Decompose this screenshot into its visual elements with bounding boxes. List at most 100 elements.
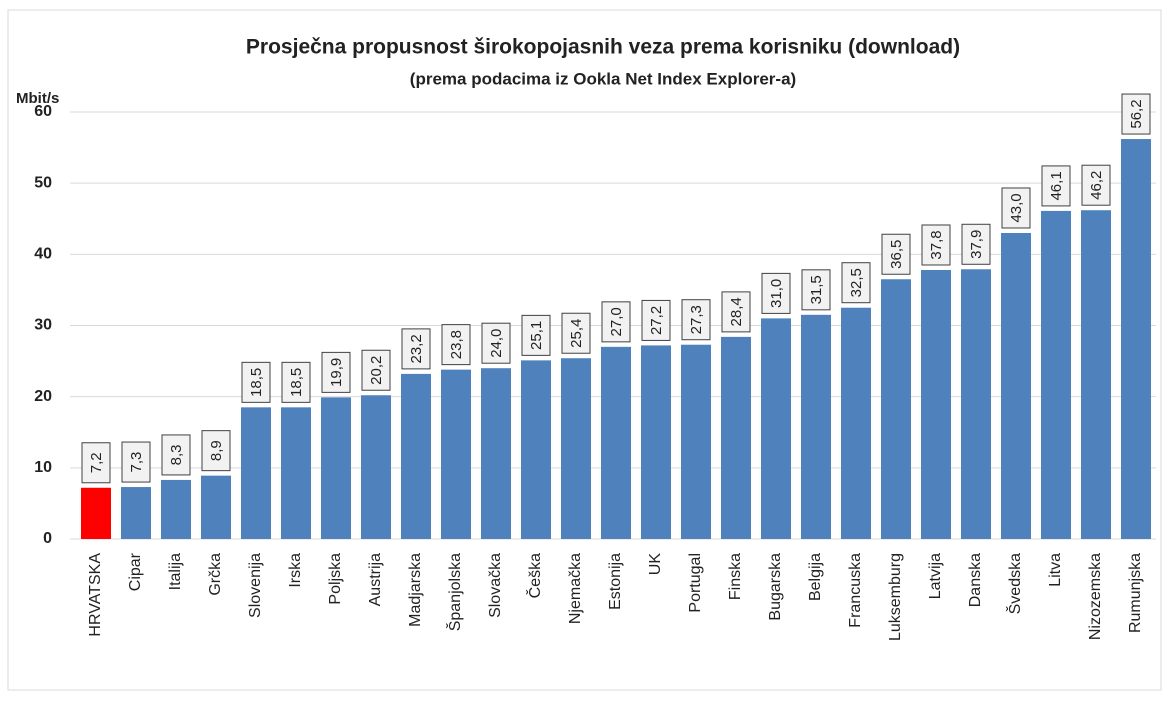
value-label-box <box>321 351 351 393</box>
bar <box>161 479 191 539</box>
value-label-box <box>641 299 671 341</box>
bar <box>1081 210 1111 539</box>
y-tick-label: 50 <box>34 174 52 191</box>
value-label-box <box>401 328 431 370</box>
value-label-box <box>801 269 831 311</box>
value-label: 31,0 <box>768 279 785 308</box>
y-tick-label: 60 <box>34 103 52 120</box>
value-label: 36,5 <box>888 240 905 269</box>
value-label: 19,9 <box>328 358 345 387</box>
bar <box>921 269 951 539</box>
x-tick-label: Madjarska <box>407 553 424 627</box>
value-label-box <box>281 361 311 403</box>
x-tick-label: Grčka <box>207 553 224 596</box>
x-tick-label: Italija <box>167 553 184 590</box>
y-tick-label: 10 <box>34 459 52 476</box>
bar <box>401 373 431 539</box>
x-tick-label: Litva <box>1047 553 1064 587</box>
value-label: 27,3 <box>688 305 705 334</box>
x-tick-label: Rumunjska <box>1127 553 1144 633</box>
value-label-box <box>81 442 111 484</box>
x-tick-label: Irska <box>287 553 304 588</box>
bar <box>1121 139 1151 539</box>
value-label: 37,9 <box>968 230 985 259</box>
value-label-box <box>241 361 271 403</box>
value-label: 43,0 <box>1008 193 1025 222</box>
value-label: 27,2 <box>648 306 665 335</box>
value-label-box <box>841 262 871 304</box>
x-tick-label: Danska <box>967 553 984 607</box>
value-label: 37,8 <box>928 230 945 259</box>
bar <box>81 487 111 539</box>
value-label: 23,2 <box>408 334 425 363</box>
bar <box>321 397 351 539</box>
x-tick-label: Švedska <box>1005 553 1024 614</box>
value-label: 27,0 <box>608 307 625 336</box>
value-label: 18,5 <box>248 368 265 397</box>
value-label-box <box>761 272 791 314</box>
bar <box>201 475 231 539</box>
x-tick-label: Latvija <box>927 553 944 599</box>
value-label: 24,0 <box>488 329 505 358</box>
bar <box>881 279 911 539</box>
bar <box>281 407 311 539</box>
x-tick-label: Slovenija <box>247 553 264 618</box>
x-tick-label: Poljska <box>327 553 344 605</box>
value-label-box <box>881 233 911 275</box>
value-label: 25,4 <box>568 319 585 348</box>
value-label-box <box>361 349 391 391</box>
bar <box>721 336 751 539</box>
x-tick-label: Njemačka <box>567 553 584 624</box>
bar <box>481 368 511 539</box>
chart-subtitle: (prema podacima iz Ookla Net Index Explo… <box>410 69 796 88</box>
bar <box>521 360 551 539</box>
value-label: 8,3 <box>168 445 185 466</box>
value-label-box <box>481 322 511 364</box>
value-label: 23,8 <box>448 330 465 359</box>
bar <box>641 345 671 539</box>
value-label: 25,1 <box>528 321 545 350</box>
value-label-box <box>441 324 471 366</box>
bar <box>441 369 471 539</box>
value-label-box <box>921 224 951 266</box>
value-label: 20,2 <box>368 356 385 385</box>
value-label: 46,2 <box>1088 171 1105 200</box>
bar <box>761 318 791 539</box>
y-axis-label: Mbit/s <box>16 90 59 107</box>
x-tick-label: Estonija <box>607 553 624 610</box>
x-tick-label: UK <box>647 553 664 576</box>
x-tick-label: Austrija <box>367 553 384 606</box>
value-label: 28,4 <box>728 297 745 326</box>
value-label-box <box>681 299 711 341</box>
value-label-box <box>161 434 191 476</box>
bar <box>601 346 631 539</box>
x-tick-label: Finska <box>727 553 744 600</box>
bar <box>681 344 711 539</box>
x-tick-label: Češka <box>525 553 544 598</box>
value-label-box <box>521 314 551 356</box>
y-tick-label: 30 <box>34 317 52 334</box>
y-tick-label: 0 <box>43 530 52 547</box>
value-label: 7,3 <box>128 452 145 473</box>
bar <box>241 407 271 539</box>
bar <box>841 307 871 539</box>
bar <box>1041 210 1071 539</box>
value-label: 56,2 <box>1128 99 1145 128</box>
value-label-box <box>561 312 591 354</box>
x-tick-label: Portugal <box>687 553 704 613</box>
bar <box>1001 232 1031 539</box>
x-tick-label: Španjolska <box>445 553 464 631</box>
value-label-box <box>721 291 751 333</box>
y-tick-label: 40 <box>34 246 52 263</box>
value-label: 18,5 <box>288 368 305 397</box>
value-label: 8,9 <box>208 440 225 461</box>
bar <box>121 487 151 539</box>
value-label-box <box>1121 93 1151 135</box>
y-tick-label: 20 <box>34 388 52 405</box>
value-label: 46,1 <box>1048 171 1065 200</box>
x-tick-label: Luksemburg <box>887 553 904 641</box>
value-label-box <box>201 430 231 472</box>
x-tick-label: Cipar <box>127 552 144 591</box>
x-tick-label: Slovačka <box>487 553 504 618</box>
